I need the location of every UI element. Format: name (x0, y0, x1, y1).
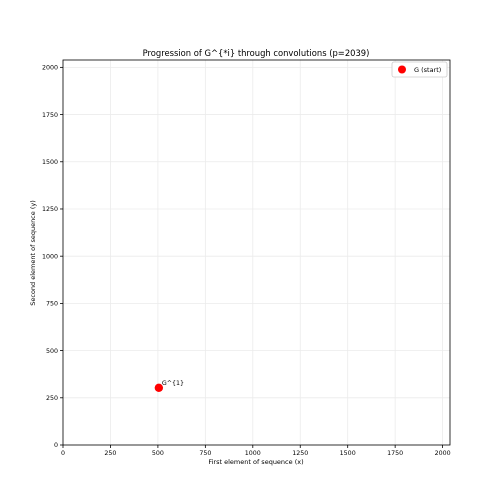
x-axis-label: First element of sequence (x) (208, 458, 303, 466)
x-tick-label: 750 (199, 450, 211, 457)
point-label: G^{1} (162, 380, 184, 387)
x-tick-label: 500 (152, 450, 164, 457)
data-point (154, 383, 164, 392)
legend: G (start) (391, 61, 448, 78)
x-tick-label: 1000 (245, 450, 261, 457)
y-tick-label: 500 (46, 348, 58, 355)
x-tick-label: 1750 (387, 450, 403, 457)
y-axis: 0 250 500 750 1000 1250 1500 1750 2000 (42, 65, 63, 449)
x-tick-label: 1500 (340, 450, 356, 457)
y-tick-label: 2000 (42, 65, 58, 72)
legend-box (391, 61, 448, 78)
legend-marker (398, 65, 406, 74)
y-axis-label: Second element of sequence (y) (29, 200, 37, 306)
y-tick-label: 1250 (42, 206, 58, 213)
y-tick-label: 750 (46, 301, 58, 308)
x-axis: 0 250 500 750 1000 1250 1500 1750 2000 (61, 445, 451, 457)
plot-frame (62, 59, 451, 446)
y-tick-label: 0 (54, 442, 58, 449)
chart-title: Progression of G^{*i} through convolutio… (143, 48, 370, 58)
y-tick-label: 1500 (42, 159, 58, 166)
y-tick-label: 1000 (42, 253, 58, 260)
x-tick-label: 250 (104, 450, 116, 457)
x-tick-label: 2000 (435, 450, 451, 457)
legend-label: G (start) (414, 66, 441, 74)
y-tick-label: 250 (46, 395, 58, 402)
x-tick-label: 1250 (292, 450, 308, 457)
x-tick-label: 0 (61, 450, 65, 457)
y-tick-label: 1750 (42, 112, 58, 119)
data-points: G^{1} (154, 380, 184, 392)
